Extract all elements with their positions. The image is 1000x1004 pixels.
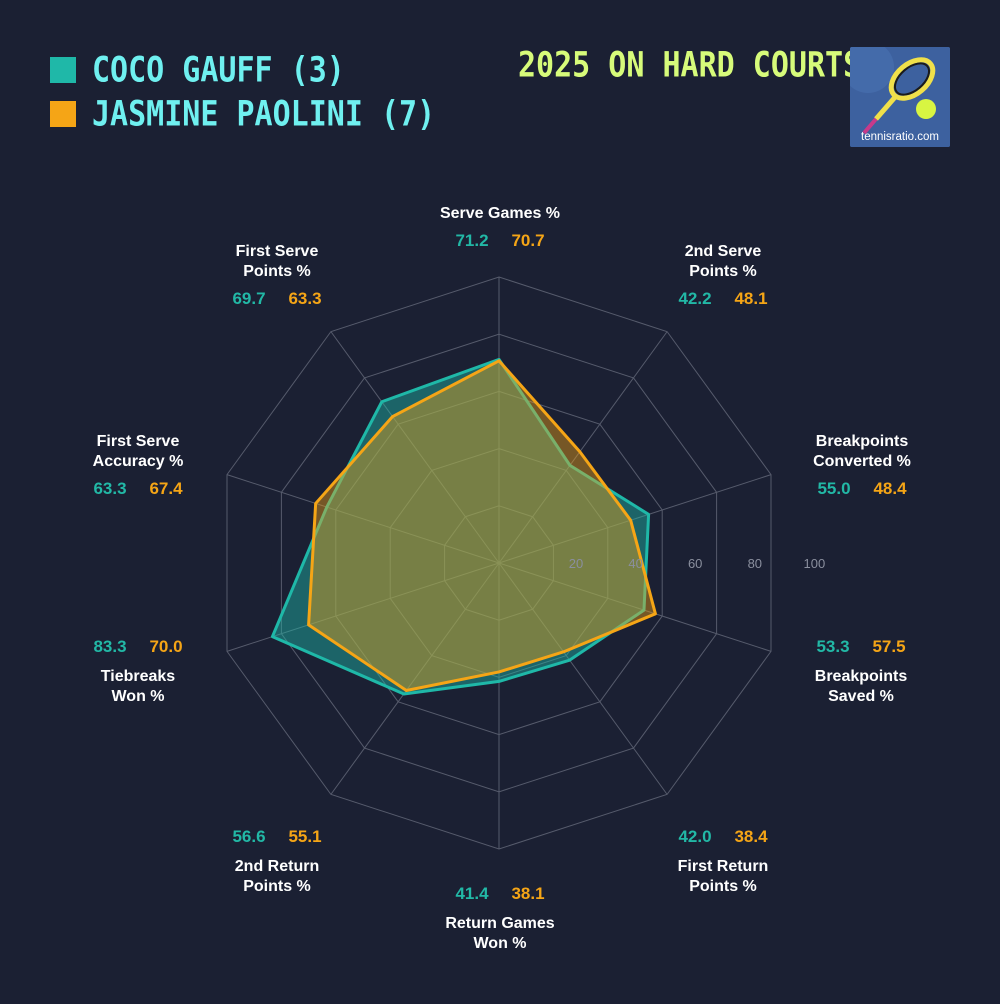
category-5: Return Games Won % 41.4 38.1 [445, 884, 554, 952]
grid-spoke-8 [226, 474, 500, 564]
value-label-7-0: 83.3 [93, 637, 126, 656]
category-label-5-1: Won % [473, 935, 526, 952]
category-label-2-1: Converted % [813, 453, 911, 470]
category-label-6-0: 2nd Return [235, 858, 319, 875]
value-label-9-0: 69.7 [232, 289, 265, 308]
category-0: Serve Games % 71.2 70.7 [440, 205, 560, 250]
grid-spoke-6 [330, 562, 500, 795]
value-label-6-1: 55.1 [288, 827, 321, 846]
category-label-1-0: 2nd Serve [685, 243, 762, 260]
value-label-7-1: 70.0 [149, 637, 182, 656]
value-label-1-1: 48.1 [734, 289, 767, 308]
tennisratio-logo: tennisratio.com [850, 47, 950, 147]
value-label-0-0: 71.2 [455, 231, 488, 250]
category-label-8-1: Accuracy % [93, 453, 184, 470]
radar-series [270, 357, 657, 696]
legend: COCO GAUFF (3) JASMINE PAOLINI (7) [50, 50, 435, 138]
value-label-4-0: 42.0 [678, 827, 711, 846]
category-label-9-1: Points % [243, 263, 311, 280]
category-label-3-0: Breakpoints [815, 668, 908, 685]
value-label-5-1: 38.1 [511, 884, 544, 903]
value-label-6-0: 56.6 [232, 827, 265, 846]
value-label-4-1: 38.4 [734, 827, 768, 846]
value-label-8-0: 63.3 [93, 479, 126, 498]
radar-tick-labels: 20 40 60 80 100 [569, 556, 825, 571]
legend-swatch-gauff [50, 57, 76, 83]
legend-label-paolini: JASMINE PAOLINI (7) [92, 93, 436, 135]
chart-title: 2025 ON HARD COURTS [518, 45, 862, 86]
category-9: First Serve Points % 69.7 63.3 [232, 243, 321, 308]
tick-label-80: 80 [748, 556, 762, 571]
tennis-racket-icon [850, 47, 950, 147]
grid-spoke-4 [498, 562, 668, 795]
grid-spoke-9 [330, 331, 500, 564]
tick-label-40: 40 [628, 556, 642, 571]
category-1: 2nd Serve Points % 42.2 48.1 [678, 243, 767, 308]
category-4: First Return Points % 42.0 38.4 [678, 827, 769, 895]
grid-spoke-3 [498, 562, 772, 652]
category-2: Breakpoints Converted % 55.0 48.4 [813, 433, 911, 498]
tick-label-100: 100 [804, 556, 826, 571]
category-label-8-0: First Serve [97, 433, 180, 450]
tick-label-60: 60 [688, 556, 702, 571]
value-label-9-1: 63.3 [288, 289, 321, 308]
radar-category-labels: Serve Games % 71.2 70.7 2nd Serve Points % 42… [93, 205, 911, 952]
legend-swatch-paolini [50, 101, 76, 127]
value-label-2-0: 55.0 [817, 479, 850, 498]
category-label-5-0: Return Games [445, 915, 554, 932]
value-label-0-1: 70.7 [511, 231, 544, 250]
category-label-0-0: Serve Games % [440, 205, 560, 222]
legend-item-gauff: COCO GAUFF (3) [50, 50, 435, 90]
category-label-9-0: First Serve [236, 243, 319, 260]
category-label-1-1: Points % [689, 263, 757, 280]
value-label-8-1: 67.4 [149, 479, 183, 498]
legend-item-paolini: JASMINE PAOLINI (7) [50, 94, 435, 134]
series-polygon-1 [307, 359, 657, 692]
tick-label-20: 20 [569, 556, 583, 571]
category-8: First Serve Accuracy % 63.3 67.4 [93, 433, 184, 498]
category-6: 2nd Return Points % 56.6 55.1 [232, 827, 321, 895]
category-3: Breakpoints Saved % 53.3 57.5 [815, 637, 908, 705]
legend-label-gauff: COCO GAUFF (3) [92, 49, 345, 91]
value-label-2-1: 48.4 [873, 479, 907, 498]
category-label-2-0: Breakpoints [816, 433, 909, 450]
category-label-3-1: Saved % [828, 688, 894, 705]
category-label-7-1: Won % [111, 688, 164, 705]
logo-text: tennisratio.com [861, 131, 939, 143]
category-label-4-1: Points % [689, 878, 757, 895]
radar-grid [226, 276, 772, 850]
category-7: Tiebreaks Won % 83.3 70.0 [93, 637, 182, 705]
value-label-1-0: 42.2 [678, 289, 711, 308]
category-label-4-0: First Return [678, 858, 769, 875]
value-label-3-0: 53.3 [816, 637, 849, 656]
grid-spoke-2 [498, 474, 772, 564]
category-label-7-0: Tiebreaks [101, 668, 176, 685]
value-label-3-1: 57.5 [872, 637, 905, 656]
value-label-5-0: 41.4 [455, 884, 489, 903]
grid-spoke-1 [498, 331, 668, 564]
category-label-6-1: Points % [243, 878, 311, 895]
